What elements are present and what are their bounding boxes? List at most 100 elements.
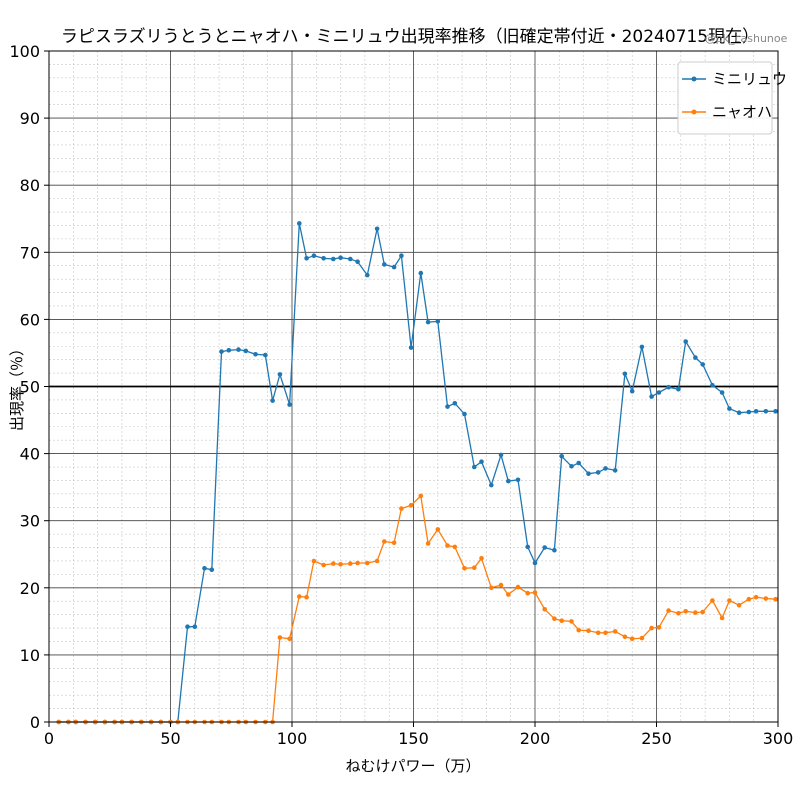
data-point-1 xyxy=(746,596,752,602)
data-point-0 xyxy=(515,477,521,483)
legend-box xyxy=(677,61,773,135)
data-point-0 xyxy=(693,355,698,360)
y-tick-label: 80 xyxy=(20,176,40,195)
data-point-0 xyxy=(192,624,198,629)
data-point-0 xyxy=(746,409,752,415)
data-point-1 xyxy=(586,628,591,633)
data-point-1 xyxy=(603,630,608,636)
data-point-1 xyxy=(569,619,574,624)
data-point-1 xyxy=(552,616,557,621)
data-point-1 xyxy=(773,596,778,602)
data-point-0 xyxy=(479,459,484,465)
data-point-1 xyxy=(542,607,547,612)
data-point-1 xyxy=(700,609,705,615)
data-point-1 xyxy=(639,635,645,641)
data-point-1 xyxy=(498,582,504,588)
data-point-0 xyxy=(365,272,370,278)
data-point-0 xyxy=(321,255,326,261)
data-point-0 xyxy=(226,348,232,353)
x-tick-label: 200 xyxy=(520,729,551,748)
data-point-0 xyxy=(719,390,725,395)
data-point-1 xyxy=(489,585,494,591)
data-point-1 xyxy=(425,541,431,546)
data-point-0 xyxy=(304,255,309,261)
x-axis-label: ねむけパワー（万） xyxy=(345,757,480,775)
y-tick-label: 90 xyxy=(20,109,40,128)
data-point-0 xyxy=(612,468,618,473)
data-point-1 xyxy=(710,598,715,603)
data-point-0 xyxy=(243,348,249,354)
data-point-1 xyxy=(595,630,601,636)
y-tick-label: 30 xyxy=(20,512,40,531)
data-point-0 xyxy=(209,567,215,572)
data-point-0 xyxy=(666,384,671,390)
y-tick-label: 100 xyxy=(9,42,40,61)
data-point-1 xyxy=(629,636,635,642)
data-point-0 xyxy=(338,255,343,260)
y-tick-label: 0 xyxy=(30,713,40,732)
data-point-1 xyxy=(525,590,530,596)
data-point-1 xyxy=(365,560,370,566)
data-point-1 xyxy=(649,625,654,631)
data-point-1 xyxy=(693,610,698,615)
y-tick-label: 70 xyxy=(20,243,40,262)
data-point-1 xyxy=(287,636,292,642)
legend: ミニリュウ ニャオハ xyxy=(677,61,787,135)
data-point-0 xyxy=(236,347,241,352)
data-point-1 xyxy=(727,598,732,603)
legend-dot-nyaoha xyxy=(691,109,697,115)
data-point-1 xyxy=(382,539,387,544)
data-point-1 xyxy=(612,629,618,634)
data-point-1 xyxy=(462,566,467,571)
data-point-1 xyxy=(391,540,397,546)
data-point-1 xyxy=(418,493,424,499)
data-point-1 xyxy=(399,506,404,511)
data-point-0 xyxy=(639,344,645,350)
data-point-1 xyxy=(676,611,681,616)
data-point-0 xyxy=(586,471,591,477)
data-point-0 xyxy=(763,409,769,414)
data-point-1 xyxy=(408,503,414,508)
data-point-0 xyxy=(532,560,538,566)
data-point-1 xyxy=(338,562,343,567)
data-point-0 xyxy=(435,319,441,324)
data-point-1 xyxy=(277,635,283,640)
data-point-0 xyxy=(185,624,190,629)
data-point-0 xyxy=(270,398,275,403)
data-point-0 xyxy=(676,386,681,392)
x-tick-label: 0 xyxy=(44,729,54,748)
data-point-0 xyxy=(656,390,662,395)
x-tick-label: 150 xyxy=(398,729,429,748)
data-point-1 xyxy=(506,592,511,597)
data-point-0 xyxy=(391,264,397,270)
series-line-0 xyxy=(58,222,776,723)
data-point-0 xyxy=(445,404,450,409)
data-point-0 xyxy=(622,371,628,377)
x-tick-label: 250 xyxy=(641,729,672,748)
data-point-0 xyxy=(710,382,715,388)
data-point-1 xyxy=(452,544,458,550)
data-point-0 xyxy=(331,256,336,262)
tick-labels: 0 50 100 150 200 250 300 0 10 20 30 40 50 60 70 80 90 100 xyxy=(9,42,793,748)
chart-title: ラピスラズリうとうとニャオハ・ミニリュウ出現率推移（旧確定帯付近・2024071… xyxy=(61,27,759,47)
data-point-1 xyxy=(472,565,477,570)
data-point-0 xyxy=(472,464,477,470)
data-point-0 xyxy=(506,478,511,484)
data-point-0 xyxy=(552,547,557,553)
data-point-0 xyxy=(569,464,574,469)
y-tick-label: 50 xyxy=(20,378,40,397)
data-point-1 xyxy=(656,625,662,630)
data-point-0 xyxy=(408,345,414,350)
legend-label-minidragon: ミニリュウ xyxy=(712,70,787,88)
data-point-1 xyxy=(515,584,521,590)
data-point-0 xyxy=(297,221,302,226)
data-point-1 xyxy=(445,543,450,548)
y-axis-label: 出現率（％） xyxy=(8,341,26,431)
data-point-1 xyxy=(622,634,628,640)
legend-label-nyaoha: ニャオハ xyxy=(712,103,772,121)
data-point-0 xyxy=(753,409,759,414)
data-point-0 xyxy=(700,362,705,367)
data-point-1 xyxy=(666,608,671,613)
